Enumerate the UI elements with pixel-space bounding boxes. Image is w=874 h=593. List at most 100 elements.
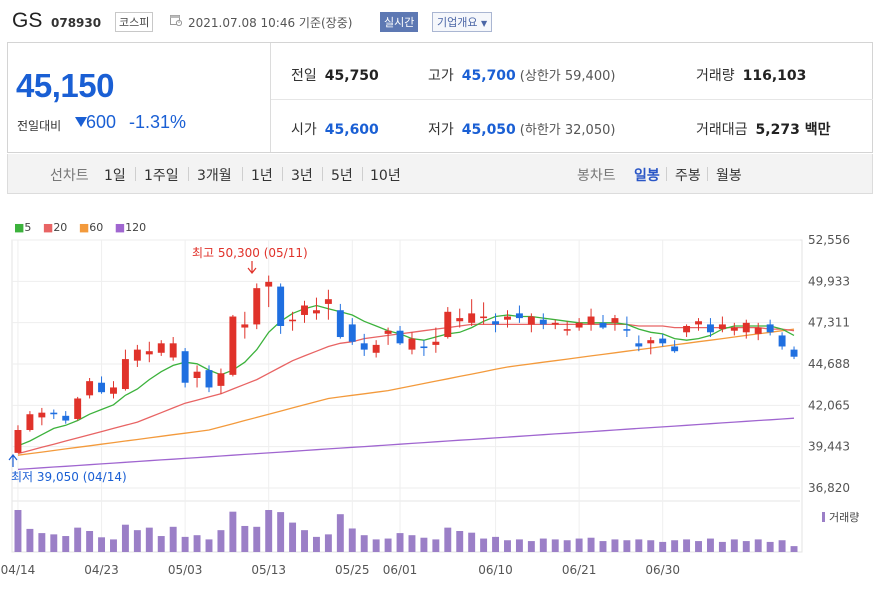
quote-panel: 45,150 전일대비 600 -1.31% 전일 45,750 고가 45,700…: [7, 42, 873, 153]
volume-bar: [348, 528, 356, 552]
realtime-button[interactable]: 실시간: [380, 12, 419, 32]
volume-bar: [26, 528, 34, 552]
current-price: 45,150: [16, 67, 114, 104]
volume-bar: [217, 530, 225, 552]
candle: [456, 318, 464, 322]
volume-bar: [133, 530, 141, 552]
tab-3y[interactable]: 3년: [291, 168, 313, 184]
candle: [527, 316, 535, 325]
legend-ma60: ■60: [78, 221, 104, 234]
candle: [420, 346, 428, 349]
volume-bar: [98, 537, 106, 552]
y-tick-label: 44,688: [808, 357, 850, 371]
company-info-dropdown[interactable]: 기업개요 ▼: [432, 12, 493, 32]
volume-bar: [205, 539, 213, 552]
tab-5y[interactable]: 5년: [331, 168, 353, 184]
trade-amount: 거래대금 5,273 백만: [696, 122, 831, 138]
candle: [492, 321, 500, 325]
candle: [372, 344, 380, 353]
candle: [659, 338, 667, 344]
candle: [539, 319, 547, 325]
prev-close: 전일 45,750: [291, 68, 379, 84]
x-tick-label: 04/14: [1, 563, 36, 577]
candle: [217, 373, 225, 386]
candle: [468, 313, 476, 323]
volume-bar: [86, 531, 94, 552]
candle: [515, 313, 523, 319]
candle: [480, 316, 488, 319]
volume-bar: [253, 526, 261, 552]
low-annotation: 최저 39,050 (04/14): [11, 470, 127, 484]
volume-bar: [312, 536, 320, 552]
candle: [695, 321, 702, 325]
stock-name: GS: [12, 9, 43, 32]
x-tick-label: 05/03: [168, 563, 203, 577]
volume-bar: [336, 514, 344, 552]
volume-bar: [718, 541, 726, 552]
timestamp: 2021.07.08 10:46 기준(장중): [188, 16, 353, 30]
candle: [301, 305, 308, 315]
volume-bar: [706, 538, 714, 552]
candle: [647, 340, 655, 344]
volume-bar: [50, 534, 58, 552]
candle-chart-label: 봉차트: [577, 168, 616, 184]
candle: [169, 343, 177, 358]
volume-bar: [265, 510, 273, 552]
chart-legend: ■5 ■20 ■60 ■120: [14, 221, 154, 234]
tab-10y[interactable]: 10년: [370, 168, 401, 184]
volume-bar: [575, 538, 583, 552]
candle: [683, 325, 691, 333]
volume-bar: [169, 526, 177, 552]
candle: [587, 316, 595, 325]
volume-bar: [647, 540, 655, 552]
volume-bar: [121, 524, 129, 552]
y-tick-label: 47,311: [808, 316, 850, 330]
volume-bar: [277, 512, 285, 552]
volume-bar: [515, 539, 523, 552]
tab-1y[interactable]: 1년: [251, 168, 273, 184]
volume-bar: [611, 539, 619, 552]
tab-1w[interactable]: 1주일: [144, 168, 179, 184]
volume-bar: [408, 535, 416, 552]
volume-bar: [289, 522, 297, 552]
chevron-down-icon: ▼: [480, 19, 488, 28]
candle: [312, 310, 320, 314]
tab-monthly[interactable]: 월봉: [716, 168, 742, 184]
y-tick-label: 52,556: [808, 233, 850, 247]
plot-frame: [11, 239, 803, 553]
candle: [110, 387, 117, 394]
down-triangle-icon: [75, 117, 87, 127]
candle: [754, 327, 762, 334]
volume-bar: [754, 539, 762, 552]
volume-bar: [181, 536, 189, 552]
legend-ma120: ■120: [114, 221, 147, 234]
volume-bar: [145, 527, 153, 552]
candle: [563, 329, 571, 331]
tab-3m[interactable]: 3개월: [197, 168, 232, 184]
volume-bar: [659, 541, 667, 552]
candle: [348, 324, 356, 342]
volume-bar: [468, 532, 476, 552]
down-arrow-icon: [247, 261, 257, 274]
candle: [277, 286, 285, 326]
candle: [62, 415, 70, 421]
tab-daily[interactable]: 일봉: [634, 168, 660, 184]
volume-bar: [623, 540, 631, 552]
candle: [730, 327, 738, 331]
candle: [635, 343, 643, 347]
volume-bar: [456, 531, 464, 552]
volume-bar: [241, 525, 249, 552]
volume-bar: [396, 533, 404, 552]
volume-bar: [790, 546, 798, 552]
candle: [289, 319, 297, 322]
tab-1d[interactable]: 1일: [104, 168, 126, 184]
candle: [181, 351, 189, 383]
candle: [50, 412, 58, 415]
candle: [360, 343, 368, 350]
change-percent: -1.31%: [129, 112, 187, 132]
volume-bar: [671, 540, 679, 552]
candle: [324, 299, 332, 304]
candle: [432, 341, 440, 345]
tab-weekly[interactable]: 주봉: [675, 168, 701, 184]
